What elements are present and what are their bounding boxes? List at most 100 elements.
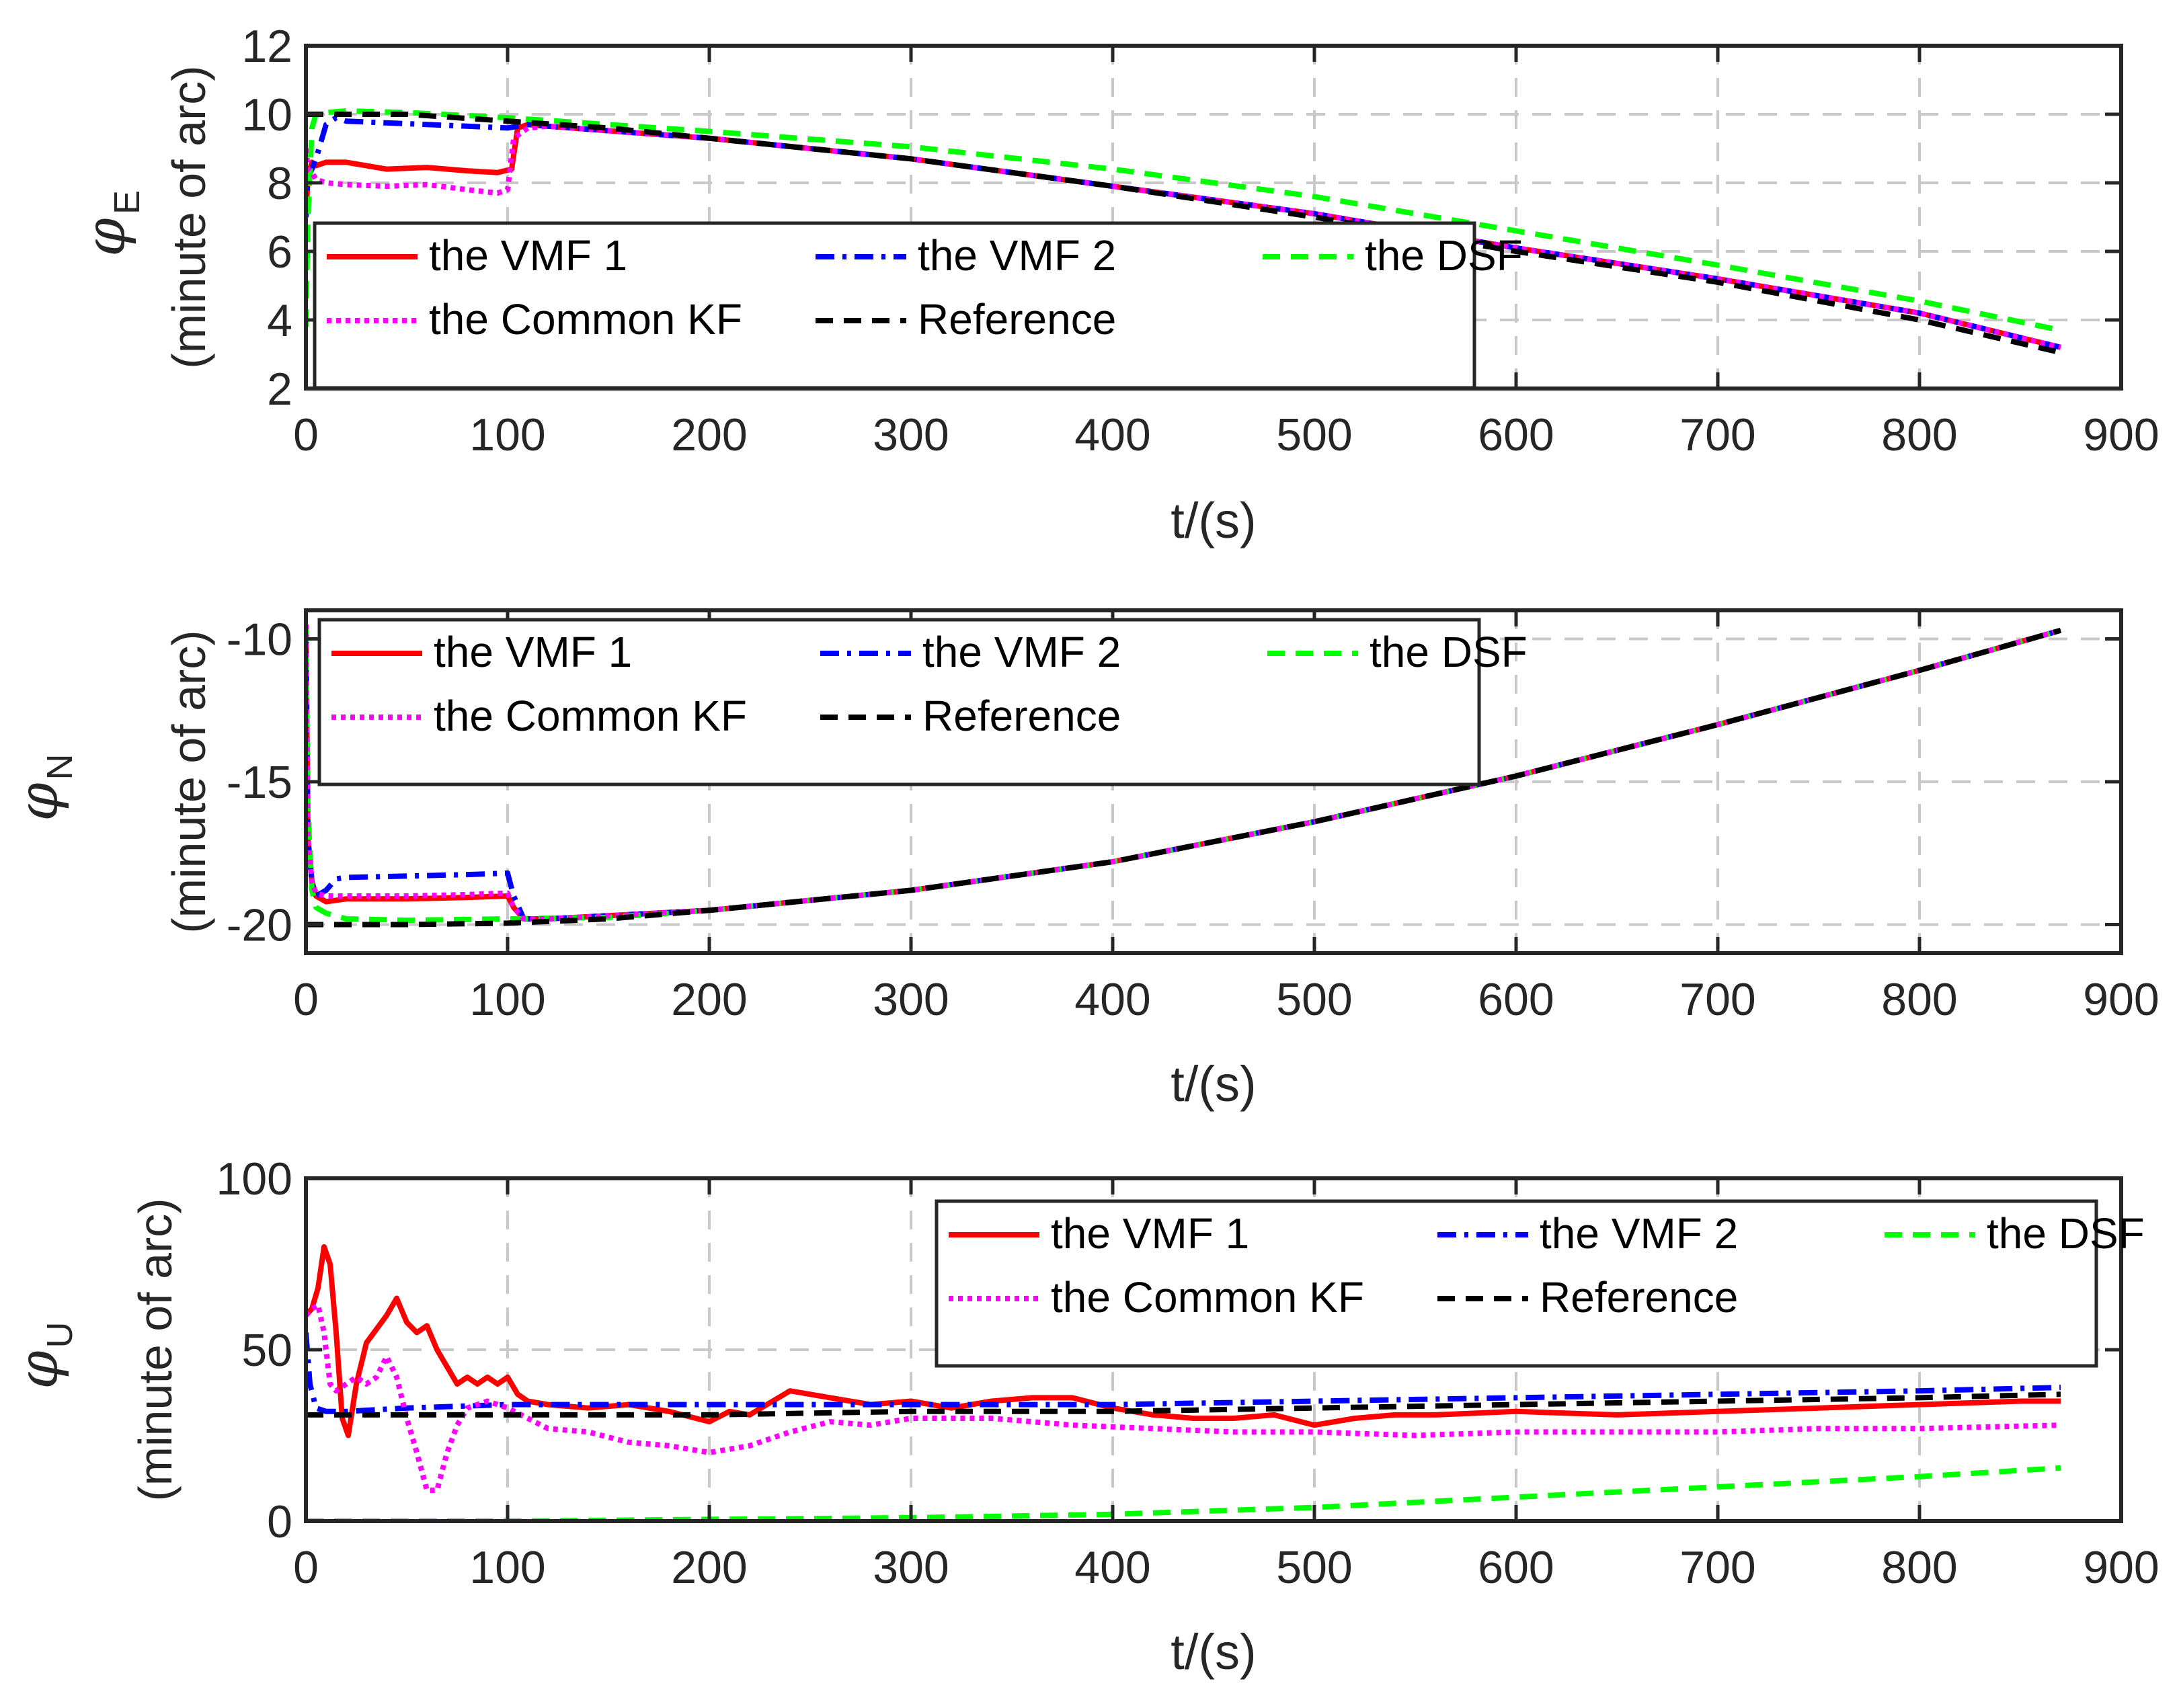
y-axis-label: (minute of arc): [129, 1198, 182, 1501]
y-axis-subscript: N: [40, 754, 80, 780]
legend-label: the DSF: [1370, 628, 1528, 676]
y-axis-label: (minute of arc): [163, 630, 215, 933]
panel-phi-u: 0 100 200 300 400 500 600 700 800 900 0 50 100 t/(s)…: [7, 1153, 2160, 1680]
x-tick-label: 700: [1679, 1542, 1755, 1593]
x-tick-label: 100: [469, 974, 545, 1025]
y-axis-phi: φ: [7, 1350, 71, 1389]
x-tick-label: 500: [1276, 1542, 1352, 1593]
series-line-reference: [306, 112, 2061, 356]
x-tick-label: 300: [873, 974, 949, 1025]
y-tick-label: 12: [241, 21, 292, 72]
legend-box: [317, 618, 1481, 786]
x-tick-label: 700: [1679, 974, 1755, 1025]
series-line-the-common-kf: [306, 1302, 2061, 1494]
x-tick-label: 900: [2083, 1542, 2159, 1593]
series-line-the-dsf: [306, 1465, 2061, 1521]
x-tick-label: 200: [671, 409, 747, 460]
series-line-the-common-kf: [306, 123, 2061, 350]
x-axis-label: t/(s): [1171, 1624, 1256, 1680]
series-line-reference: [306, 627, 2062, 928]
y-tick-label: -10: [227, 614, 292, 665]
x-tick-label: 100: [469, 1542, 545, 1593]
x-tick-label: 100: [469, 409, 545, 460]
y-axis-unit: (minute of arc): [129, 1198, 182, 1501]
x-tick-label: 800: [1881, 409, 1957, 460]
legend: the VMF 1 the VMF 2 the DSF the Common KF Re…: [317, 618, 1528, 786]
x-tick-label: 900: [2083, 974, 2159, 1025]
y-axis-symbol: φ N: [7, 754, 80, 821]
x-tick-label: 0: [293, 1542, 319, 1593]
y-tick-label: 50: [241, 1325, 292, 1376]
axis-ticks: 0 100 200 300 400 500 600 700 800 900 -20 -15 -10: [227, 610, 2160, 1025]
legend-label: the Common KF: [1051, 1273, 1364, 1321]
y-axis-label: (minute of arc): [163, 65, 215, 368]
x-tick-label: 400: [1074, 974, 1150, 1025]
x-tick-label: 600: [1478, 409, 1554, 460]
legend-label: the Common KF: [429, 295, 742, 343]
y-tick-label: 100: [216, 1153, 292, 1205]
legend: the VMF 1 the VMF 2 the DSF the Common KF Re…: [313, 221, 1523, 390]
x-tick-label: 800: [1881, 974, 1957, 1025]
x-tick-label: 200: [671, 1542, 747, 1593]
panel-phi-n: 0 100 200 300 400 500 600 700 800 900 -20 -15 -10 t/…: [7, 608, 2160, 1112]
x-tick-label: 900: [2083, 409, 2159, 460]
series-line-reference: [306, 1391, 2061, 1418]
y-tick-label: -15: [227, 757, 292, 808]
y-tick-label: 6: [267, 227, 292, 278]
y-tick-label: 2: [267, 364, 292, 415]
y-axis-phi: φ: [74, 218, 138, 257]
legend-label: the VMF 2: [1540, 1209, 1738, 1258]
axis-ticks: 0 100 200 300 400 500 600 700 800 900 0 50 100: [216, 1153, 2160, 1593]
series-line-the-dsf: [306, 108, 2061, 333]
x-tick-label: 400: [1074, 1542, 1150, 1593]
legend-label: the VMF 1: [434, 628, 632, 676]
y-axis-subscript: U: [40, 1322, 80, 1348]
y-axis-phi: φ: [7, 782, 71, 821]
x-tick-label: 700: [1679, 409, 1755, 460]
legend-label: the VMF 2: [918, 231, 1116, 280]
x-tick-label: 600: [1478, 974, 1554, 1025]
x-tick-label: 600: [1478, 1542, 1554, 1593]
legend-label: the VMF 1: [1051, 1209, 1249, 1258]
x-axis-label: t/(s): [1171, 493, 1256, 548]
series-lines: [306, 1244, 2061, 1521]
y-tick-label: 4: [267, 295, 292, 346]
x-tick-label: 300: [873, 1542, 949, 1593]
y-axis-subscript: E: [107, 190, 147, 214]
legend-label: the VMF 1: [429, 231, 627, 280]
series-line-the-vmf-2: [306, 115, 2061, 350]
legend-box: [935, 1199, 2098, 1368]
x-tick-label: 500: [1276, 409, 1352, 460]
y-tick-label: 8: [267, 158, 292, 209]
x-tick-label: 400: [1074, 409, 1150, 460]
y-tick-label: 10: [241, 89, 292, 140]
series-lines: [306, 624, 2062, 928]
legend-label: Reference: [922, 692, 1121, 740]
legend: the VMF 1 the VMF 2 the DSF the Common KF Re…: [935, 1199, 2145, 1368]
y-axis-symbol: φ E: [74, 190, 147, 257]
x-tick-label: 800: [1881, 1542, 1957, 1593]
panel-phi-e: 0 100 200 300 400 500 600 700 800 900 2 4 6 8 10 12 t/(…: [74, 21, 2160, 548]
x-tick-label: 500: [1276, 974, 1352, 1025]
y-axis-unit: (minute of arc): [163, 630, 215, 933]
x-tick-label: 0: [293, 409, 319, 460]
legend-label: Reference: [918, 295, 1116, 343]
x-tick-label: 0: [293, 974, 319, 1025]
y-axis-unit: (minute of arc): [163, 65, 215, 368]
axis-ticks: 0 100 200 300 400 500 600 700 800 900 2 4 6 8 10 12: [241, 21, 2159, 460]
legend-box: [313, 221, 1476, 390]
legend-label: the Common KF: [434, 692, 747, 740]
y-tick-label: -20: [227, 900, 292, 951]
series-line-the-vmf-1: [306, 1244, 2061, 1438]
x-tick-label: 200: [671, 974, 747, 1025]
legend-label: the DSF: [1987, 1209, 2145, 1258]
y-tick-label: 0: [267, 1496, 292, 1547]
series-line-the-vmf-2: [306, 1332, 2061, 1414]
x-axis-label: t/(s): [1171, 1056, 1256, 1112]
legend-label: Reference: [1540, 1273, 1738, 1321]
legend-label: the VMF 2: [922, 628, 1121, 676]
x-tick-label: 300: [873, 409, 949, 460]
legend-label: the DSF: [1365, 231, 1523, 280]
y-axis-symbol: φ U: [7, 1322, 80, 1389]
